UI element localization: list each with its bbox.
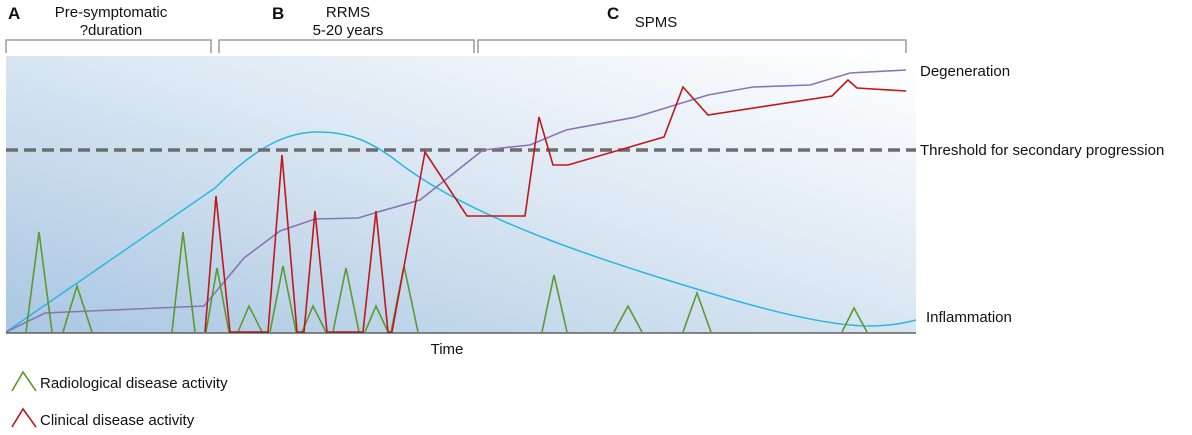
inflammation-curve — [5, 131, 917, 333]
radiological-spike-2 — [62, 283, 93, 333]
time-axis-label: Time — [431, 341, 464, 358]
phase-c-title: SPMS — [635, 14, 678, 31]
legend-radiological-label: Radiological disease activity — [40, 375, 228, 392]
phase-a-duration: ?duration — [80, 22, 143, 39]
radiological-spike-6 — [269, 265, 297, 333]
phase-c-bracket — [477, 39, 907, 53]
radiological-spike-9 — [364, 304, 389, 333]
phase-c-heading: C SPMS — [607, 4, 677, 31]
threshold-label: Threshold for secondary progression — [920, 142, 1164, 159]
phase-brackets — [5, 39, 907, 53]
radiological-spike-5 — [237, 304, 263, 333]
phase-b-letter: B — [272, 4, 284, 23]
phase-c-letter: C — [607, 4, 619, 23]
degeneration-label: Degeneration — [920, 63, 1010, 80]
phase-b-title: RRMS — [326, 4, 370, 21]
radiological-spike-14 — [841, 306, 868, 333]
radiological-spike-12 — [613, 304, 643, 333]
legend-clinical-label: Clinical disease activity — [40, 412, 195, 429]
legend: Radiological disease activity Clinical d… — [11, 370, 228, 429]
radiological-spike-8 — [332, 267, 360, 333]
phase-b-bracket — [218, 39, 475, 53]
phase-a-bracket — [5, 39, 212, 53]
phase-a-title: Pre-symptomatic — [55, 4, 168, 21]
radiological-spike-13 — [682, 290, 712, 333]
radiological-activity-trace — [25, 231, 53, 333]
phase-a-heading: A Pre-symptomatic ?duration — [8, 4, 168, 39]
legend-clinical-swatch — [11, 407, 37, 428]
degeneration-curve — [5, 69, 907, 333]
radiological-spike-4 — [205, 267, 230, 333]
radiological-spike-3 — [171, 231, 196, 333]
clinical-activity-trace — [204, 78, 907, 333]
phase-b-duration: 5-20 years — [313, 22, 384, 39]
inflammation-label: Inflammation — [926, 309, 1012, 326]
radiological-spike-11 — [541, 274, 568, 333]
legend-radiological-swatch — [11, 370, 37, 392]
plot-background — [6, 56, 916, 333]
phase-a-letter: A — [8, 4, 20, 23]
phase-b-heading: B RRMS 5-20 years — [272, 4, 383, 39]
radiological-spike-7 — [301, 304, 327, 333]
